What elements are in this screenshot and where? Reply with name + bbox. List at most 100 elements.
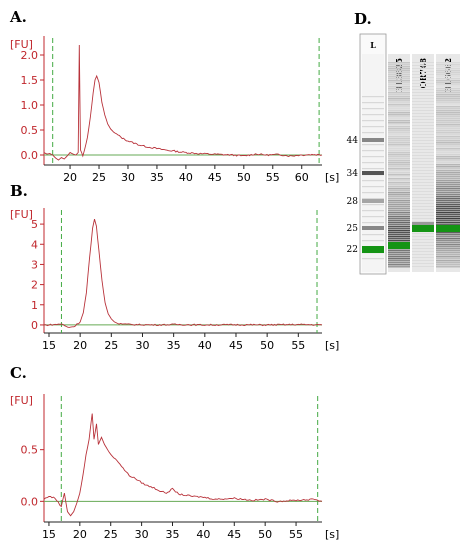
smear-line bbox=[388, 154, 410, 156]
y-tick-label: 4 bbox=[31, 238, 38, 251]
x-tick-label: 60 bbox=[295, 171, 309, 184]
smear-line bbox=[436, 208, 460, 210]
smear-line bbox=[436, 162, 460, 164]
ladder-size-label: 44 bbox=[347, 136, 359, 146]
smear-line bbox=[388, 94, 410, 96]
smear-line bbox=[388, 100, 410, 102]
smear-line bbox=[388, 124, 410, 126]
ladder-stripe bbox=[362, 168, 384, 170]
ladder-stripe bbox=[362, 240, 384, 242]
smear-line bbox=[412, 74, 434, 75]
smear-line bbox=[436, 68, 460, 70]
smear-line bbox=[412, 113, 434, 114]
smear-line bbox=[388, 200, 410, 202]
smear-line bbox=[412, 68, 434, 69]
ladder-stripe bbox=[362, 150, 384, 152]
smear-line bbox=[436, 136, 460, 138]
smear-line bbox=[388, 84, 410, 86]
smear-line bbox=[436, 264, 460, 266]
smear-line bbox=[388, 130, 410, 132]
smear-line bbox=[436, 102, 460, 104]
smear-line bbox=[388, 98, 410, 100]
ladder-stripe bbox=[362, 144, 384, 146]
x-tick-label: 45 bbox=[227, 528, 241, 541]
gel-image: LBL3825OR748BL66624434282522 bbox=[347, 33, 460, 275]
smear-line bbox=[388, 104, 410, 106]
panel-letter-c: C. bbox=[10, 364, 27, 382]
smear-line bbox=[388, 116, 410, 118]
ladder-size-label: 25 bbox=[347, 224, 359, 234]
x-tick-label: 25 bbox=[92, 171, 106, 184]
smear-line bbox=[412, 167, 434, 168]
smear-line bbox=[436, 220, 460, 222]
smear-line bbox=[436, 74, 460, 76]
smear-line bbox=[412, 173, 434, 174]
smear-line bbox=[436, 198, 460, 200]
y-tick-label: 1.5 bbox=[21, 74, 39, 87]
smear-line bbox=[436, 218, 460, 220]
smear-line bbox=[388, 80, 410, 82]
smear-line bbox=[388, 210, 410, 212]
ladder-stripe bbox=[362, 126, 384, 128]
ladder-band bbox=[362, 171, 384, 175]
lane-marker-band bbox=[412, 225, 434, 232]
lane-marker-band bbox=[436, 225, 460, 232]
x-tick-label: 40 bbox=[179, 171, 193, 184]
smear-line bbox=[436, 238, 460, 240]
smear-line bbox=[388, 62, 410, 64]
panel-b-ylabel: [FU] bbox=[10, 208, 33, 221]
smear-line bbox=[388, 156, 410, 158]
smear-line bbox=[412, 239, 434, 240]
smear-line bbox=[412, 104, 434, 105]
panel-d: D. LBL3825OR748BL66624434282522 bbox=[347, 10, 460, 275]
panel-c-ylabel: [FU] bbox=[10, 394, 33, 407]
smear-line bbox=[388, 68, 410, 70]
smear-line bbox=[412, 140, 434, 141]
smear-line bbox=[436, 212, 460, 214]
smear-line bbox=[436, 128, 460, 130]
smear-line bbox=[412, 185, 434, 186]
smear-line bbox=[436, 134, 460, 136]
smear-line bbox=[436, 90, 460, 92]
smear-line bbox=[436, 140, 460, 142]
smear-line bbox=[388, 110, 410, 112]
smear-line bbox=[388, 146, 410, 148]
smear-line bbox=[412, 77, 434, 78]
smear-line bbox=[412, 98, 434, 99]
smear-line bbox=[412, 188, 434, 189]
smear-line bbox=[412, 71, 434, 72]
x-tick-label: 40 bbox=[196, 528, 210, 541]
smear-line bbox=[436, 168, 460, 170]
smear-line bbox=[436, 174, 460, 176]
smear-line bbox=[436, 120, 460, 122]
smear-line bbox=[388, 132, 410, 134]
smear-line bbox=[388, 160, 410, 162]
smear-line bbox=[388, 92, 410, 94]
smear-line bbox=[412, 197, 434, 198]
smear-line bbox=[436, 210, 460, 212]
smear-line bbox=[436, 244, 460, 246]
ladder-stripe bbox=[362, 222, 384, 224]
smear-line bbox=[436, 254, 460, 256]
trace-line bbox=[43, 413, 323, 517]
smear-line bbox=[388, 128, 410, 130]
smear-line bbox=[412, 176, 434, 177]
smear-line bbox=[412, 170, 434, 171]
sample-band bbox=[412, 222, 434, 226]
x-tick-label: 15 bbox=[42, 528, 56, 541]
smear-line bbox=[388, 138, 410, 140]
smear-line bbox=[388, 72, 410, 74]
smear-line bbox=[412, 155, 434, 156]
smear-line bbox=[388, 218, 410, 220]
smear-line bbox=[388, 192, 410, 194]
y-tick-label: 2 bbox=[31, 279, 38, 292]
x-tick-label: 35 bbox=[165, 528, 179, 541]
smear-line bbox=[388, 250, 410, 252]
smear-line bbox=[412, 233, 434, 234]
smear-line bbox=[388, 226, 410, 228]
x-tick-label: 50 bbox=[260, 339, 274, 352]
smear-line bbox=[412, 161, 434, 162]
smear-line bbox=[412, 92, 434, 93]
smear-line bbox=[436, 76, 460, 78]
x-tick-label: 40 bbox=[198, 339, 212, 352]
